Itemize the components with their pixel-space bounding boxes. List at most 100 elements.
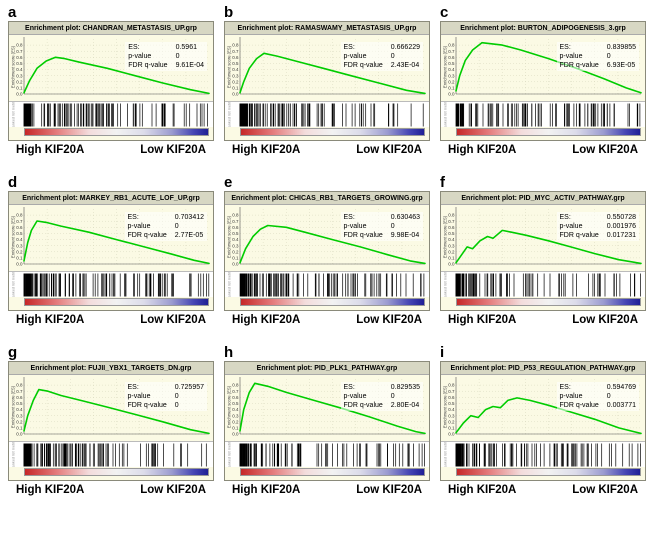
panel-letter: g bbox=[8, 344, 18, 361]
fdr-q-value: 0 bbox=[174, 402, 179, 410]
svg-text:0.3: 0.3 bbox=[448, 243, 455, 248]
es-label: ES: bbox=[127, 214, 139, 221]
fdr-q-value: 2.80E-04 bbox=[390, 402, 420, 410]
es-value: 0.594769 bbox=[606, 384, 636, 391]
p-value: 0 bbox=[606, 53, 611, 61]
phenotype-labels: High KIF20A Low KIF20A bbox=[224, 311, 430, 330]
stats-box: ES: 0.839855 p-value 0 FDR q-value 6.93E… bbox=[556, 42, 639, 72]
enrichment-plot: Enrichment plot: MARKEY_RB1_ACUTE_LOF_UP… bbox=[8, 191, 214, 311]
panel-letter: b bbox=[224, 4, 234, 21]
p-value-label: p-value bbox=[128, 53, 152, 61]
svg-text:0.7: 0.7 bbox=[232, 389, 239, 394]
svg-text:0.3: 0.3 bbox=[232, 73, 239, 78]
svg-text:0.7: 0.7 bbox=[448, 49, 455, 54]
svg-text:0.3: 0.3 bbox=[448, 413, 455, 418]
rank-gradient-area bbox=[441, 127, 645, 138]
svg-text:0.1: 0.1 bbox=[448, 425, 455, 430]
p-value-label: p-value bbox=[559, 223, 583, 231]
svg-text:0.4: 0.4 bbox=[232, 407, 239, 412]
p-value: 0.001976 bbox=[606, 223, 636, 231]
plot-title: Enrichment plot: MARKEY_RB1_ACUTE_LOF_UP… bbox=[9, 192, 213, 205]
svg-text:0.6: 0.6 bbox=[232, 55, 239, 60]
plot-bottom-pad bbox=[441, 478, 645, 480]
fdr-q-value: 2.43E-04 bbox=[390, 62, 420, 70]
hits-barcode-svg: Ranked list metric bbox=[444, 102, 641, 128]
svg-text:0.8: 0.8 bbox=[16, 43, 23, 48]
svg-text:0.2: 0.2 bbox=[16, 79, 23, 84]
plot-title: Enrichment plot: FUJII_YBX1_TARGETS_DN.g… bbox=[9, 362, 213, 375]
svg-text:0.0: 0.0 bbox=[448, 432, 455, 437]
fdr-q-label: FDR q-value bbox=[128, 62, 168, 70]
high-phenotype-label: High KIF20A bbox=[16, 484, 85, 496]
svg-text:0.2: 0.2 bbox=[448, 79, 455, 84]
rank-gradient-bar bbox=[24, 128, 209, 136]
fdr-q-value: 9.98E-04 bbox=[390, 232, 420, 240]
svg-text:0.5: 0.5 bbox=[448, 231, 455, 236]
fdr-q-label: FDR q-value bbox=[343, 62, 383, 70]
es-value: 0.725957 bbox=[174, 384, 204, 391]
p-value-label: p-value bbox=[559, 393, 583, 401]
fdr-q-label: FDR q-value bbox=[127, 402, 167, 410]
enrichment-plot: Enrichment plot: PID_MYC_ACTIV_PATHWAY.g… bbox=[440, 191, 646, 311]
plot-bottom-pad bbox=[225, 138, 429, 140]
plot-bottom-pad bbox=[225, 308, 429, 310]
svg-text:Enrichment score (ES): Enrichment score (ES) bbox=[443, 45, 448, 88]
fdr-q-label: FDR q-value bbox=[343, 232, 383, 240]
svg-text:0.2: 0.2 bbox=[16, 419, 23, 424]
svg-text:0.1: 0.1 bbox=[448, 255, 455, 260]
es-value: 0.829535 bbox=[390, 384, 420, 391]
rank-gradient-bar bbox=[456, 128, 641, 136]
plot-title: Enrichment plot: PID_PLK1_PATHWAY.grp bbox=[225, 362, 429, 375]
phenotype-labels: High KIF20A Low KIF20A bbox=[440, 141, 646, 160]
svg-text:0.1: 0.1 bbox=[232, 255, 239, 260]
plot-title: Enrichment plot: CHANDRAN_METASTASIS_UP.… bbox=[9, 22, 213, 35]
p-value: 0 bbox=[606, 393, 611, 401]
svg-text:0.3: 0.3 bbox=[16, 413, 23, 418]
enrichment-plot: Enrichment plot: FUJII_YBX1_TARGETS_DN.g… bbox=[8, 361, 214, 481]
svg-text:0.0: 0.0 bbox=[448, 92, 455, 97]
stats-box: ES: 0.594769 p-value 0 FDR q-value 0.003… bbox=[556, 382, 639, 412]
fdr-q-value: 0.003771 bbox=[606, 402, 636, 410]
hits-barcode: Ranked list metric bbox=[441, 271, 645, 298]
svg-text:0.3: 0.3 bbox=[448, 73, 455, 78]
es-curve-area: 0.0 0.1 0.2 0.3 0.4 0.5 0.6 0.7 0.8 Enrichment sc… bbox=[9, 375, 213, 441]
svg-text:0.0: 0.0 bbox=[448, 262, 455, 267]
fdr-q-label: FDR q-value bbox=[343, 402, 383, 410]
enrichment-plot: Enrichment plot: PID_P53_REGULATION_PATH… bbox=[440, 361, 646, 481]
hits-barcode-svg: Ranked list metric bbox=[12, 442, 207, 468]
svg-text:Enrichment score (ES): Enrichment score (ES) bbox=[11, 385, 16, 428]
high-phenotype-label: High KIF20A bbox=[448, 484, 517, 496]
phenotype-labels: High KIF20A Low KIF20A bbox=[440, 481, 646, 500]
hits-barcode-svg: Ranked list metric bbox=[228, 102, 424, 128]
svg-text:0.4: 0.4 bbox=[448, 407, 455, 412]
fdr-q-label: FDR q-value bbox=[127, 232, 167, 240]
es-value: 0.550728 bbox=[606, 214, 636, 221]
svg-text:0.8: 0.8 bbox=[448, 43, 455, 48]
es-value: 0.5961 bbox=[175, 44, 197, 51]
fdr-q-label: FDR q-value bbox=[559, 402, 599, 410]
hits-barcode-svg: Ranked list metric bbox=[12, 102, 208, 128]
svg-text:0.4: 0.4 bbox=[232, 237, 239, 242]
es-curve-area: 0.0 0.1 0.2 0.3 0.4 0.5 0.6 0.7 0.8 Enrichment sc… bbox=[441, 35, 645, 101]
stats-box: ES: 0.666229 p-value 0 FDR q-value 2.43E… bbox=[340, 42, 423, 72]
svg-text:0.1: 0.1 bbox=[232, 425, 239, 430]
svg-text:0.0: 0.0 bbox=[232, 432, 239, 437]
high-phenotype-label: High KIF20A bbox=[448, 144, 517, 156]
svg-text:Enrichment score (ES): Enrichment score (ES) bbox=[227, 215, 232, 258]
enrichment-panel: h Enrichment plot: PID_PLK1_PATHWAY.grp … bbox=[224, 344, 430, 500]
svg-text:0.2: 0.2 bbox=[232, 249, 239, 254]
svg-text:0.6: 0.6 bbox=[16, 55, 23, 60]
rank-gradient-area bbox=[225, 297, 429, 308]
svg-text:0.5: 0.5 bbox=[16, 231, 23, 236]
svg-text:Ranked list metric: Ranked list metric bbox=[12, 272, 16, 298]
low-phenotype-label: Low KIF20A bbox=[356, 314, 422, 326]
panel-letter: d bbox=[8, 174, 18, 191]
es-curve-area: 0.0 0.1 0.2 0.3 0.4 0.5 0.6 0.7 0.8 Enrichment sc… bbox=[441, 375, 645, 441]
low-phenotype-label: Low KIF20A bbox=[572, 144, 638, 156]
hits-barcode-svg: Ranked list metric bbox=[444, 442, 641, 468]
svg-text:0.7: 0.7 bbox=[232, 219, 239, 224]
